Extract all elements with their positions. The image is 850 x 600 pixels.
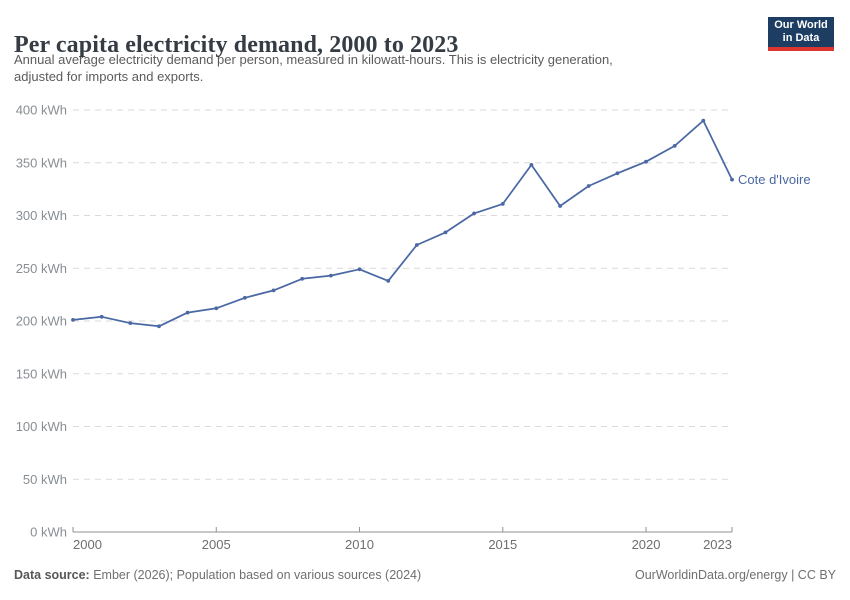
data-point [185, 310, 190, 315]
data-point [357, 267, 362, 272]
chart-subtitle: Annual average electricity demand per pe… [14, 51, 613, 85]
owid-logo[interactable]: Our World in Data [768, 17, 834, 51]
data-point [701, 118, 706, 123]
data-source-note: Data source: Ember (2026); Population ba… [14, 568, 421, 582]
data-point [71, 318, 75, 322]
data-point [730, 177, 734, 182]
data-point [271, 288, 276, 293]
data-point [300, 276, 305, 281]
owid-url-link[interactable]: OurWorldinData.org/energy | CC BY [634, 568, 836, 582]
y-tick-label: 50 kWh [23, 472, 67, 487]
data-source-label: Data source: [14, 568, 90, 582]
data-point [128, 321, 133, 325]
y-tick-label: 250 kWh [16, 261, 67, 276]
series-label: Cote d'Ivoire [738, 172, 811, 187]
x-tick-label: 2015 [488, 537, 517, 552]
data-point [414, 243, 419, 247]
data-point [329, 273, 333, 278]
y-tick-label: 0 kWh [30, 525, 67, 540]
y-tick-label: 150 kWh [16, 366, 67, 381]
data-point [99, 314, 104, 319]
data-point [558, 204, 562, 208]
data-point [214, 306, 219, 311]
data-source-text: Ember (2026); Population based on variou… [89, 568, 422, 582]
data-point [386, 279, 391, 283]
x-tick-label: 2023 [703, 537, 732, 552]
data-point [443, 230, 448, 235]
y-tick-label: 200 kWh [16, 314, 67, 329]
y-tick-label: 100 kWh [16, 419, 67, 434]
data-point [500, 202, 505, 206]
x-tick-label: 2010 [345, 537, 374, 552]
subtitle-line-2: adjusted for imports and exports. [14, 69, 204, 84]
subtitle-line-1: Annual average electricity demand per pe… [14, 52, 613, 67]
x-tick-label: 2005 [202, 537, 231, 552]
owid-logo-line-1: Our World [774, 19, 828, 31]
y-tick-label: 400 kWh [16, 103, 67, 118]
chart-footer: Data source: Ember (2026); Population ba… [14, 568, 836, 582]
x-tick-label: 2000 [73, 537, 102, 552]
data-point [157, 324, 161, 329]
data-point [615, 171, 620, 176]
data-point [586, 184, 591, 188]
data-point [472, 211, 476, 216]
page-title: Per capita electricity demand, 2000 to 2… [14, 32, 459, 59]
data-line [72, 119, 733, 328]
data-point [529, 163, 534, 167]
y-tick-label: 350 kWh [16, 155, 67, 170]
owid-logo-line-2: in Data [782, 32, 820, 44]
data-point [672, 144, 677, 148]
x-tick-label: 2020 [632, 537, 661, 552]
y-tick-label: 300 kWh [16, 208, 67, 223]
owid-logo-accent-bar [768, 47, 834, 51]
owid-logo-text: Our World in Data [768, 17, 834, 47]
data-point [243, 295, 247, 300]
data-point [644, 159, 648, 164]
